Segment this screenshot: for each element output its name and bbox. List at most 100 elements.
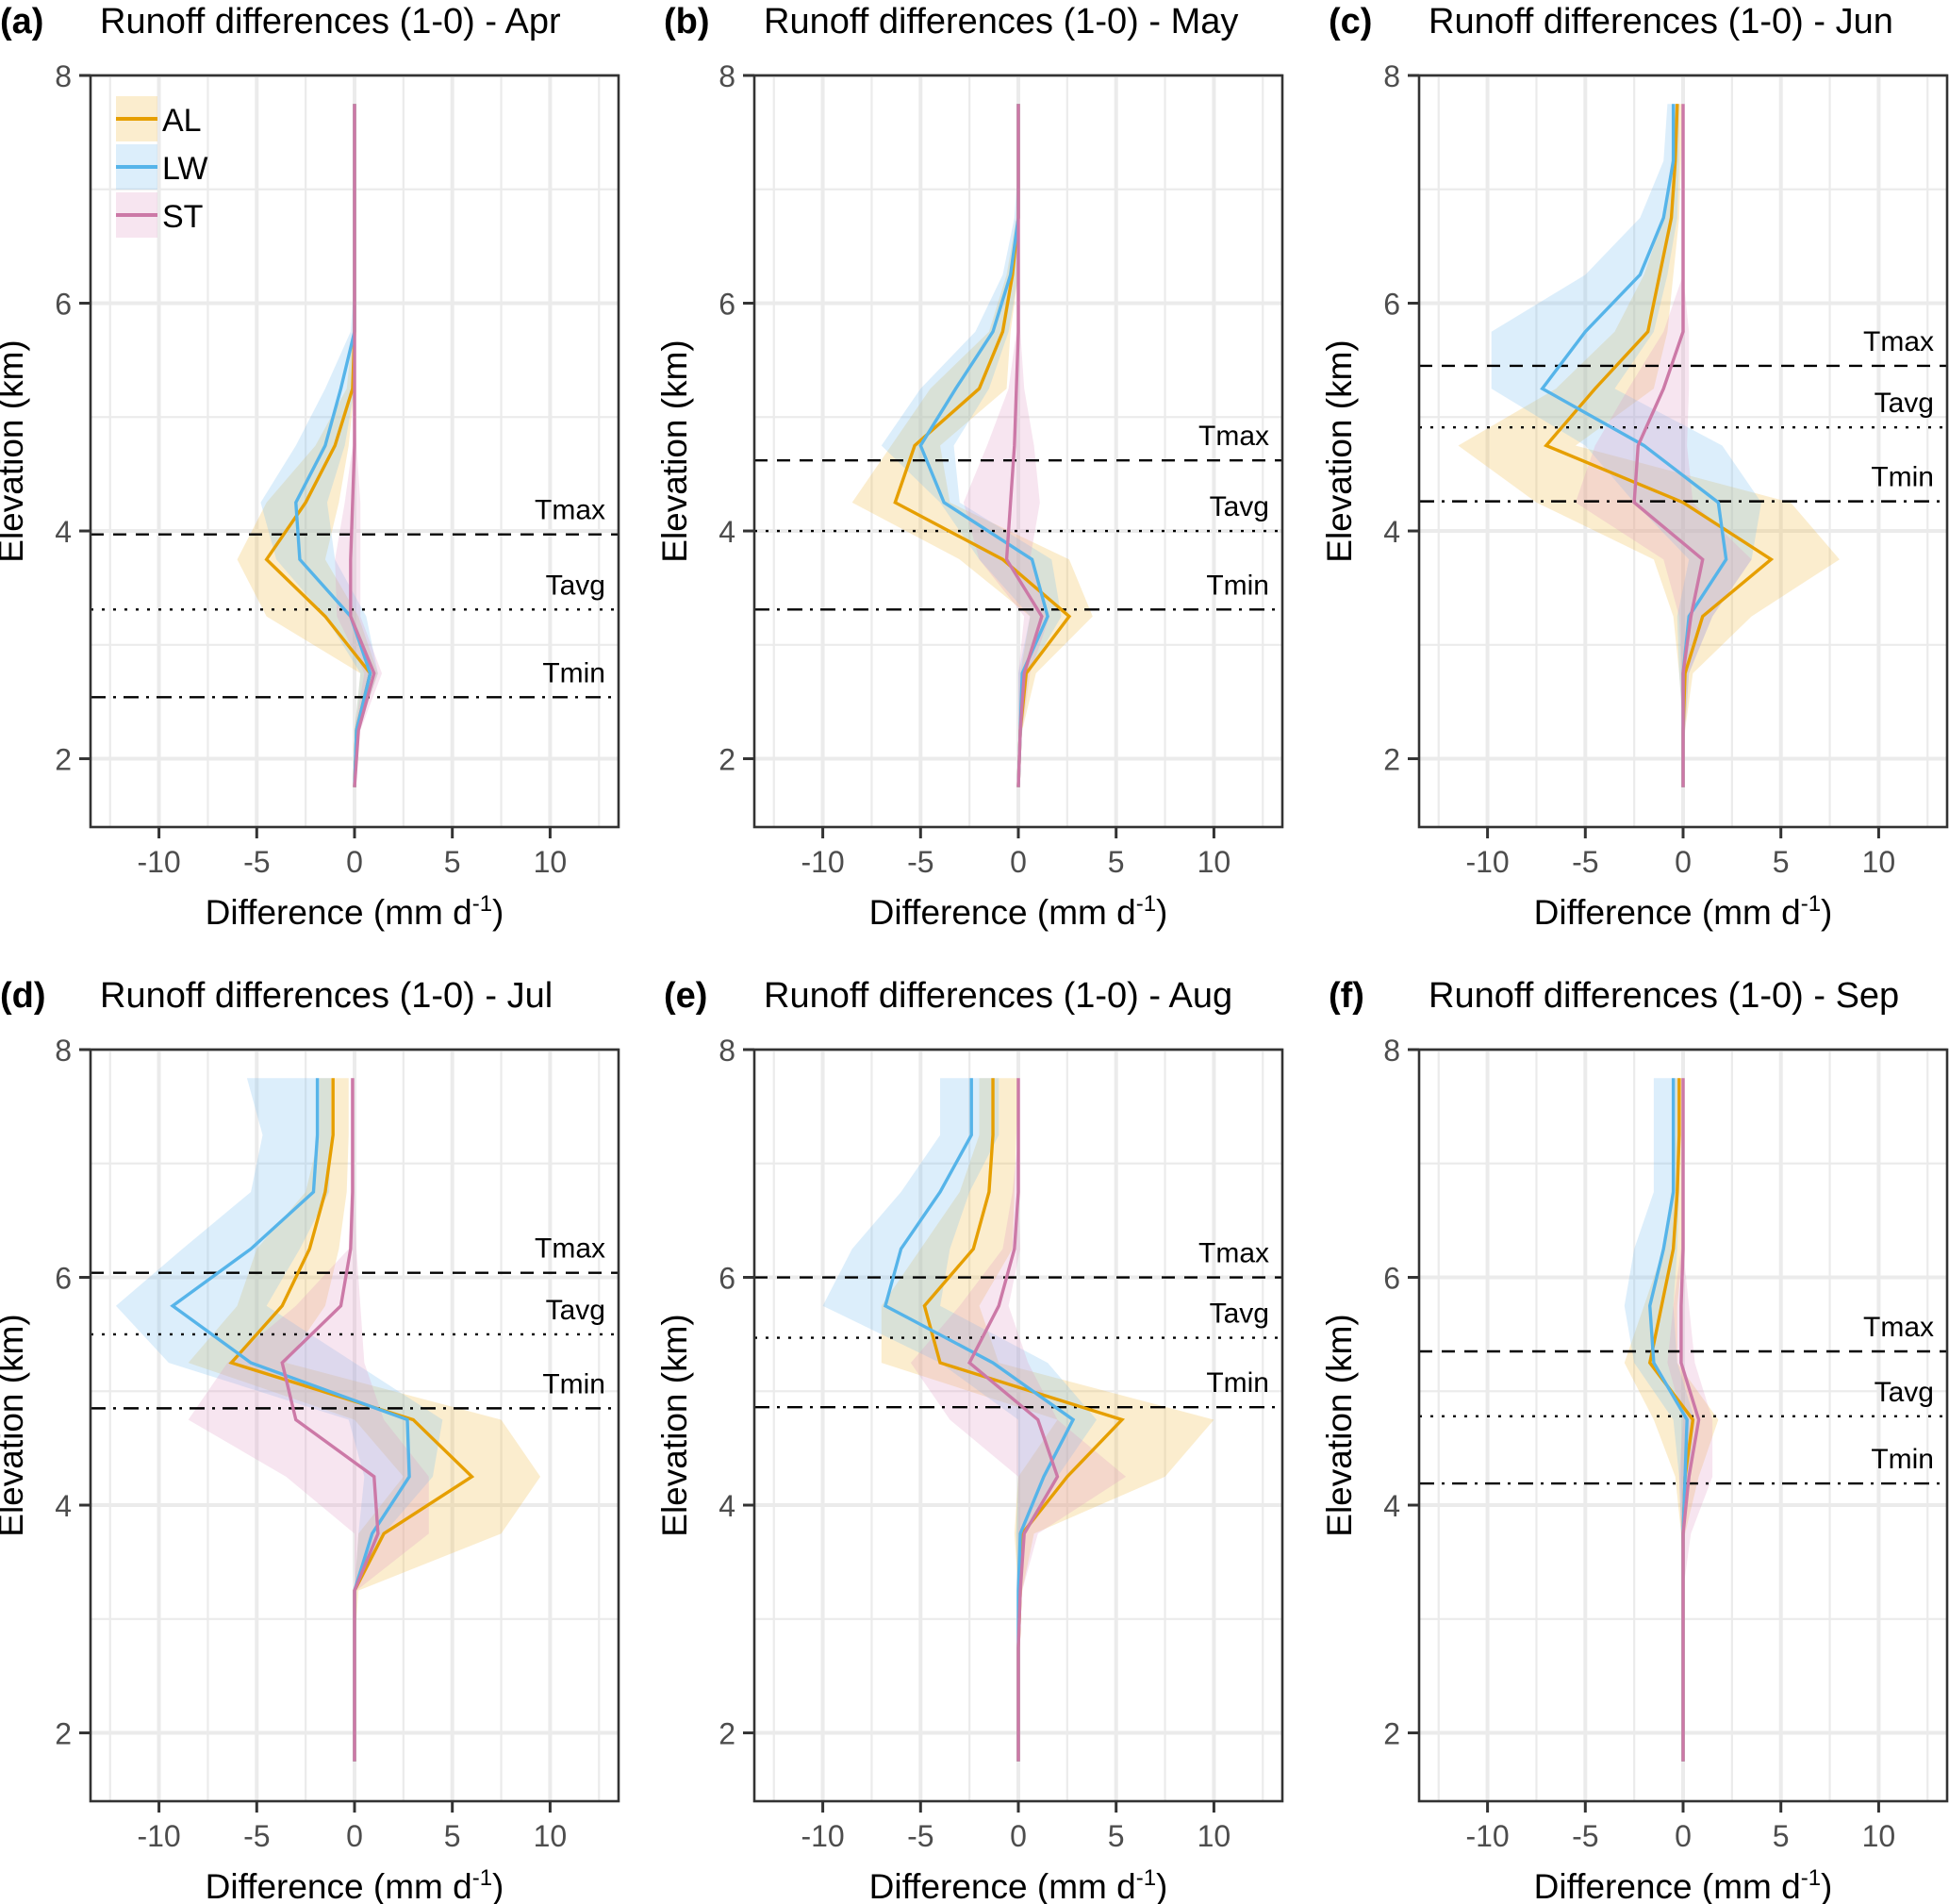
series-line-st	[1679, 1078, 1701, 1762]
y-tick-label: 8	[55, 1034, 72, 1068]
panel-label: (c)	[1329, 2, 1372, 41]
y-tick-label: 4	[718, 1489, 735, 1523]
x-axis-label-superscript: -1	[1801, 891, 1821, 917]
x-axis-label-close: )	[1821, 893, 1832, 932]
x-axis-label-superscript: -1	[472, 891, 492, 917]
x-axis-label-main: Difference (mm d	[1534, 893, 1801, 932]
y-tick-label: 6	[55, 1262, 72, 1296]
panel-label: (e)	[664, 976, 707, 1016]
x-tick-label: 10	[1862, 1819, 1896, 1853]
y-tick-label: 4	[55, 1489, 72, 1523]
refline-label-tmax: Tmax	[1198, 421, 1269, 452]
x-tick-label: 5	[444, 1819, 461, 1853]
refline-label-tavg: Tavg	[546, 570, 605, 601]
ribbon-st	[910, 1078, 1127, 1762]
x-tick-label: -5	[1572, 1819, 1598, 1853]
series-line-st	[280, 1078, 380, 1762]
y-tick-label: 4	[1383, 1489, 1400, 1523]
x-axis-label: Difference (mm d-1)	[1534, 1865, 1833, 1904]
x-tick-label: 10	[1197, 845, 1231, 879]
panel-title: Runoff differences (1-0) - Jun	[1429, 2, 1893, 41]
series-line-st	[1004, 104, 1044, 787]
x-tick-label: 10	[534, 1819, 568, 1853]
x-tick-label: 10	[534, 845, 568, 879]
x-axis-label-close: )	[1156, 893, 1167, 932]
y-tick-label: 2	[55, 1717, 72, 1751]
panel-f: (f) Runoff differences (1-0) - Sep Tmax Tav…	[1320, 976, 1949, 1904]
x-tick-label: -10	[801, 1819, 844, 1853]
x-tick-label: 5	[1773, 1819, 1790, 1853]
panel-title: Runoff differences (1-0) - Apr	[100, 2, 561, 41]
y-axis-label: Elevation (km)	[0, 339, 30, 562]
y-tick-label: 8	[1383, 59, 1400, 93]
x-tick-label: 10	[1197, 1819, 1231, 1853]
refline-label-tavg: Tavg	[546, 1295, 605, 1326]
ribbon-al	[1458, 104, 1840, 787]
refline-label-tmin: Tmin	[1871, 462, 1934, 493]
panel-label: (a)	[0, 2, 43, 41]
panel-label: (b)	[664, 2, 710, 41]
x-tick-label: 5	[1773, 845, 1790, 879]
x-tick-label: 5	[1108, 1819, 1125, 1853]
x-tick-label: 0	[346, 845, 363, 879]
x-axis-label-main: Difference (mm d	[206, 1867, 472, 1904]
x-axis-label-superscript: -1	[472, 1865, 492, 1891]
refline-label-tavg: Tavg	[1875, 388, 1934, 419]
panel-b: (b) Runoff differences (1-0) - May Tmax Tav…	[655, 2, 1284, 932]
panel-label: (d)	[0, 976, 46, 1016]
panel-label: (f)	[1329, 976, 1364, 1016]
x-axis-label-superscript: -1	[1801, 1865, 1821, 1891]
y-tick-label: 4	[1383, 515, 1400, 549]
y-axis-label: Elevation (km)	[655, 339, 694, 562]
y-tick-label: 2	[55, 743, 72, 777]
x-axis-label: Difference (mm d-1)	[1534, 891, 1833, 932]
y-axis-label: Elevation (km)	[1320, 339, 1359, 562]
x-axis-label: Difference (mm d-1)	[206, 1865, 504, 1904]
refline-label-tmax: Tmax	[1198, 1238, 1269, 1269]
y-tick-label: 6	[1383, 1262, 1400, 1296]
y-tick-label: 6	[718, 1262, 735, 1296]
y-tick-label: 6	[1383, 288, 1400, 322]
ribbon-lw	[881, 104, 1062, 787]
y-tick-label: 6	[55, 288, 72, 322]
x-tick-label: -10	[1465, 845, 1509, 879]
ribbon-st	[963, 104, 1050, 787]
refline-label-tmin: Tmin	[1206, 1367, 1269, 1399]
x-tick-label: 0	[1675, 845, 1692, 879]
y-tick-label: 2	[718, 1717, 735, 1751]
refline-label-tmax: Tmax	[1863, 1312, 1934, 1343]
x-tick-label: -10	[137, 1819, 180, 1853]
refline-label-tmin: Tmin	[1871, 1444, 1934, 1475]
x-axis-label-main: Difference (mm d	[869, 1867, 1136, 1904]
y-tick-label: 2	[1383, 743, 1400, 777]
x-axis-label-main: Difference (mm d	[1534, 1867, 1801, 1904]
refline-label-tmax: Tmax	[535, 495, 605, 526]
ribbon-st	[1667, 1078, 1713, 1762]
ribbon-lw	[822, 1078, 1097, 1762]
refline-label-tmin: Tmin	[542, 657, 605, 688]
y-tick-label: 8	[718, 1034, 735, 1068]
x-axis-label-close: )	[492, 893, 504, 932]
x-tick-label: -5	[243, 845, 270, 879]
ribbon-al	[188, 1078, 541, 1762]
y-axis-label: Elevation (km)	[1320, 1314, 1359, 1536]
ribbon-al	[881, 1078, 1214, 1762]
x-axis-label-superscript: -1	[1136, 1865, 1156, 1891]
series-line-al	[1543, 104, 1775, 787]
x-tick-label: -10	[137, 845, 180, 879]
y-tick-label: 8	[55, 59, 72, 93]
ribbon-al	[851, 104, 1093, 787]
panel-title: Runoff differences (1-0) - Aug	[764, 976, 1232, 1016]
x-tick-label: 0	[1010, 845, 1027, 879]
x-tick-label: 0	[1010, 1819, 1027, 1853]
x-axis-label-main: Difference (mm d	[869, 893, 1136, 932]
x-tick-label: -10	[801, 845, 844, 879]
x-tick-label: 5	[444, 845, 461, 879]
panel-e: (e) Runoff differences (1-0) - Aug Tmax Tav…	[655, 976, 1284, 1904]
panel-title: Runoff differences (1-0) - May	[764, 2, 1238, 41]
x-tick-label: 5	[1108, 845, 1125, 879]
refline-label-tmin: Tmin	[542, 1368, 605, 1399]
legend-label-st: ST	[162, 199, 203, 235]
y-axis-label: Elevation (km)	[0, 1314, 30, 1536]
